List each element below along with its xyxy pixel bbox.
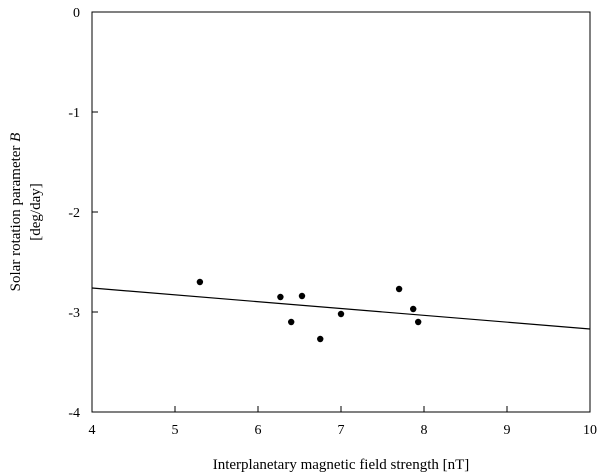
y-axis-title: Solar rotation parameter B [deg/day] bbox=[8, 133, 44, 292]
y-tick-label: -1 bbox=[68, 106, 80, 121]
data-point bbox=[410, 305, 417, 313]
data-points bbox=[196, 278, 422, 343]
y-axis-title-variable: B bbox=[8, 133, 24, 142]
data-point bbox=[288, 318, 295, 326]
x-tick-label: 10 bbox=[583, 423, 597, 438]
y-tick-label: -4 bbox=[68, 406, 80, 421]
y-axis-ticks: 0 -1 -2 -3 -4 bbox=[68, 6, 98, 421]
data-point bbox=[414, 318, 422, 326]
x-tick-label: 4 bbox=[89, 423, 96, 438]
data-point bbox=[196, 278, 204, 286]
data-point bbox=[395, 285, 403, 293]
data-point bbox=[317, 335, 324, 343]
plot-area bbox=[91, 11, 591, 413]
x-axis-ticks: 4 5 6 7 8 9 10 bbox=[89, 406, 597, 438]
y-tick-label: -2 bbox=[68, 206, 80, 221]
x-tick-label: 5 bbox=[172, 423, 179, 438]
x-tick-label: 6 bbox=[255, 423, 262, 438]
plot-frame bbox=[91, 11, 591, 413]
regression-line bbox=[91, 287, 591, 330]
x-axis-title: Interplanetary magnetic field strength [… bbox=[213, 457, 470, 473]
x-tick-label: 7 bbox=[338, 423, 345, 438]
data-point bbox=[277, 293, 284, 301]
y-tick-label: -3 bbox=[68, 306, 80, 321]
x-tick-label: 9 bbox=[504, 423, 511, 438]
data-point bbox=[337, 310, 345, 318]
data-point bbox=[298, 292, 306, 300]
regression-line-group bbox=[91, 287, 591, 330]
y-axis-title-line2: [deg/day] bbox=[28, 183, 44, 240]
y-axis-title-text: Solar rotation parameter bbox=[8, 142, 24, 292]
y-tick-label: 0 bbox=[73, 6, 80, 21]
x-tick-label: 8 bbox=[421, 423, 428, 438]
y-axis-title-line1: Solar rotation parameter B bbox=[8, 133, 24, 292]
